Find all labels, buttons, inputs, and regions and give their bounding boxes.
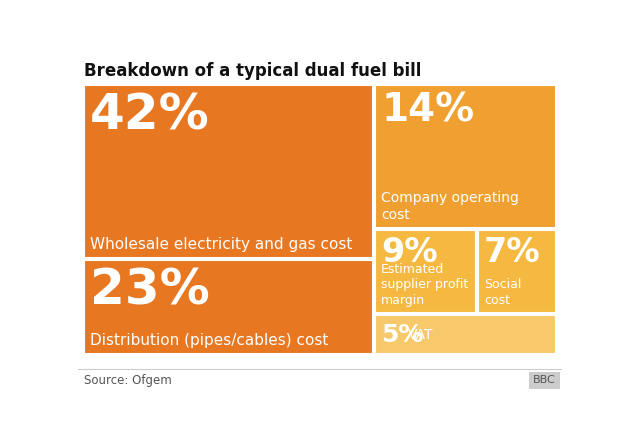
Text: Company operating
cost: Company operating cost (381, 191, 519, 222)
Text: Estimated
supplier profit
margin: Estimated supplier profit margin (381, 263, 469, 307)
Text: 42%: 42% (90, 91, 210, 140)
Text: Breakdown of a typical dual fuel bill: Breakdown of a typical dual fuel bill (84, 61, 421, 80)
FancyBboxPatch shape (375, 85, 556, 229)
FancyBboxPatch shape (84, 85, 373, 258)
Text: 5%: 5% (381, 323, 424, 347)
FancyBboxPatch shape (478, 230, 556, 313)
FancyBboxPatch shape (375, 230, 475, 313)
Text: Source: Ofgem: Source: Ofgem (84, 374, 172, 387)
Text: 23%: 23% (90, 266, 210, 314)
Text: VAT: VAT (407, 328, 433, 342)
Text: Wholesale electricity and gas cost: Wholesale electricity and gas cost (90, 237, 352, 252)
Text: Social
cost: Social cost (484, 278, 521, 307)
Text: 7%: 7% (484, 236, 540, 269)
FancyBboxPatch shape (84, 260, 373, 354)
Text: BBC: BBC (533, 375, 556, 385)
Text: 9%: 9% (381, 236, 437, 269)
Text: 14%: 14% (381, 91, 474, 130)
FancyBboxPatch shape (375, 315, 556, 354)
Text: Distribution (pipes/cables) cost: Distribution (pipes/cables) cost (90, 333, 328, 348)
